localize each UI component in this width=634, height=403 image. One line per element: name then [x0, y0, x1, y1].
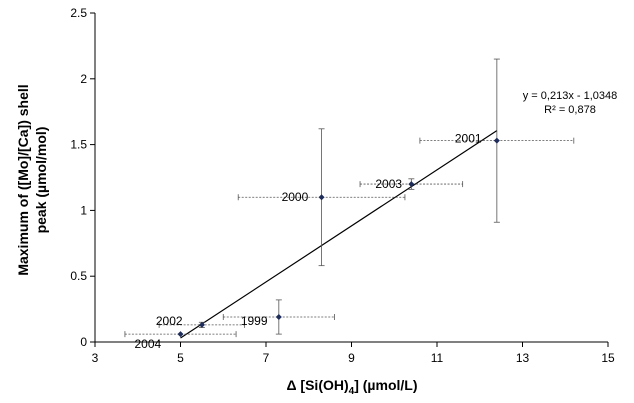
- x-tick-label: 5: [177, 351, 184, 365]
- x-tick-label: 11: [431, 351, 444, 365]
- y-tick-label: 0.5: [70, 269, 87, 283]
- point-labels: 2004 2002 1999 2000 2003 2001: [135, 132, 482, 351]
- x-tick-label: 9: [348, 351, 355, 365]
- trend-equation: y = 0,213x - 1,0348: [523, 90, 617, 102]
- trendline-group: [180, 130, 498, 339]
- trendline: [180, 130, 498, 339]
- y-tick-label: 1: [80, 203, 87, 217]
- data-point: [198, 321, 205, 328]
- y-axis-title-line2: peak (µmol/mol): [33, 127, 49, 234]
- data-point: [177, 331, 184, 338]
- y-tick-label: 1.5: [70, 138, 87, 152]
- axes: [94, 13, 608, 343]
- y-axis-title-line1: Maximum of ([Mo]/[Ca]) shell: [15, 84, 31, 275]
- r-squared-label: R² = 0,878: [544, 104, 596, 116]
- data-point: [275, 313, 282, 320]
- data-point: [318, 194, 325, 201]
- point-label: 2003: [375, 177, 402, 191]
- x-tick-label: 7: [263, 351, 270, 365]
- x-axis-title: Δ [Si(OH)4] (µmol/L): [286, 377, 417, 397]
- x-tick-label: 15: [601, 351, 615, 365]
- point-label: 1999: [241, 314, 268, 328]
- x-tick-label: 13: [516, 351, 530, 365]
- y-axis-title: Maximum of ([Mo]/[Ca]) shell peak (µmol/…: [15, 84, 49, 275]
- y-tick-label: 0: [80, 335, 87, 349]
- data-point: [408, 181, 415, 188]
- point-label: 2001: [455, 132, 482, 146]
- y-tick-label: 2: [80, 72, 87, 86]
- error-bars: [124, 58, 575, 338]
- point-label: 2000: [282, 190, 309, 204]
- ticks: 3 5 7 9 11 13 15 0 0.5 1 1.5 2 2.5: [70, 6, 615, 365]
- y-tick-label: 2.5: [70, 6, 87, 20]
- data-point: [493, 137, 500, 144]
- data-points: [177, 137, 500, 338]
- x-tick-label: 3: [92, 351, 99, 365]
- point-label: 2002: [156, 314, 183, 328]
- point-label: 2004: [135, 337, 162, 351]
